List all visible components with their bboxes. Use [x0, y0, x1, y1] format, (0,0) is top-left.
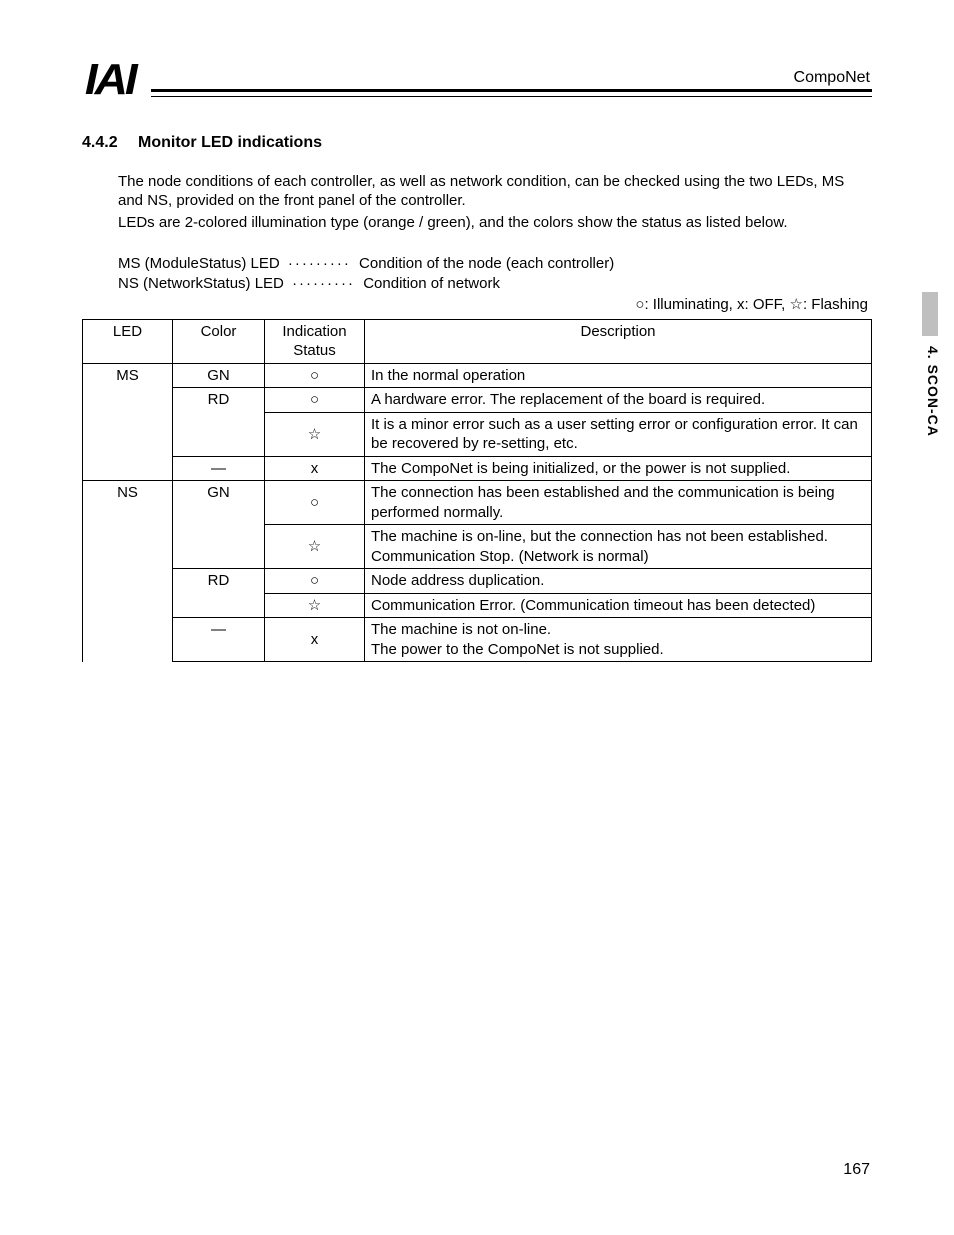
th-status: Indication Status — [265, 319, 365, 363]
cell-desc: The connection has been established and … — [365, 481, 872, 525]
cell-desc: Communication Error. (Communication time… — [365, 593, 872, 618]
dots-icon: ········· — [288, 255, 351, 272]
cell-desc: In the normal operation — [365, 363, 872, 388]
th-led: LED — [83, 319, 173, 363]
led-definitions: MS (ModuleStatus) LED ········· Conditio… — [118, 254, 872, 293]
section-number: 4.4.2 — [82, 133, 138, 154]
cell-color: ― — [173, 618, 265, 662]
table-header-row: LED Color Indication Status Description — [83, 319, 872, 363]
logo: IAI — [81, 62, 135, 97]
ms-label: MS (ModuleStatus) LED — [118, 255, 280, 272]
th-color: Color — [173, 319, 265, 363]
table-row: ― x The CompoNet is being initialized, o… — [83, 456, 872, 481]
th-desc: Description — [365, 319, 872, 363]
cell-led: NS — [83, 481, 173, 662]
page-header: IAI — [82, 62, 872, 97]
section-title: Monitor LED indications — [138, 133, 322, 154]
doc-title: CompoNet — [794, 68, 870, 89]
table-row: RD ○ A hardware error. The replacement o… — [83, 388, 872, 413]
cell-status: ☆ — [265, 593, 365, 618]
side-tab-label: 4. SCON-CA — [924, 346, 942, 437]
side-tab: 4. SCON-CA — [922, 292, 954, 442]
cell-status: ☆ — [265, 525, 365, 569]
cell-color: RD — [173, 388, 265, 457]
table-row: RD ○ Node address duplication. — [83, 569, 872, 594]
cell-desc: The CompoNet is being initialized, or th… — [365, 456, 872, 481]
intro-p1: The node conditions of each controller, … — [118, 172, 868, 211]
cell-desc: Node address duplication. — [365, 569, 872, 594]
table-row: NS GN ○ The connection has been establis… — [83, 481, 872, 525]
cell-color: RD — [173, 569, 265, 618]
cell-status: ○ — [265, 388, 365, 413]
cell-color: GN — [173, 363, 265, 388]
cell-desc: The machine is not on-line. The power to… — [365, 618, 872, 662]
cell-color: ― — [173, 456, 265, 481]
cell-desc: The machine is on-line, but the connecti… — [365, 525, 872, 569]
ns-label: NS (NetworkStatus) LED — [118, 275, 284, 292]
cell-status: ○ — [265, 363, 365, 388]
dots-icon: ········· — [292, 275, 355, 292]
cell-desc: It is a minor error such as a user setti… — [365, 412, 872, 456]
led-table: LED Color Indication Status Description … — [82, 319, 872, 663]
page-number: 167 — [843, 1160, 870, 1181]
table-row: ― x The machine is not on-line. The powe… — [83, 618, 872, 662]
cell-color: GN — [173, 481, 265, 569]
section-heading: 4.4.2 Monitor LED indications — [82, 133, 872, 154]
ns-desc: Condition of network — [363, 275, 500, 292]
cell-status: ☆ — [265, 412, 365, 456]
cell-status: ○ — [265, 481, 365, 525]
ms-desc: Condition of the node (each controller) — [359, 255, 614, 272]
cell-status: x — [265, 456, 365, 481]
header-rules — [151, 89, 872, 97]
cell-led: MS — [83, 363, 173, 481]
cell-status: x — [265, 618, 365, 662]
table-row: MS GN ○ In the normal operation — [83, 363, 872, 388]
side-tab-bar — [922, 292, 938, 336]
intro-text: The node conditions of each controller, … — [118, 172, 868, 233]
intro-p2: LEDs are 2-colored illumination type (or… — [118, 213, 868, 233]
cell-desc: A hardware error. The replacement of the… — [365, 388, 872, 413]
cell-status: ○ — [265, 569, 365, 594]
legend: ○: Illuminating, x: OFF, ☆: Flashing — [82, 295, 868, 315]
